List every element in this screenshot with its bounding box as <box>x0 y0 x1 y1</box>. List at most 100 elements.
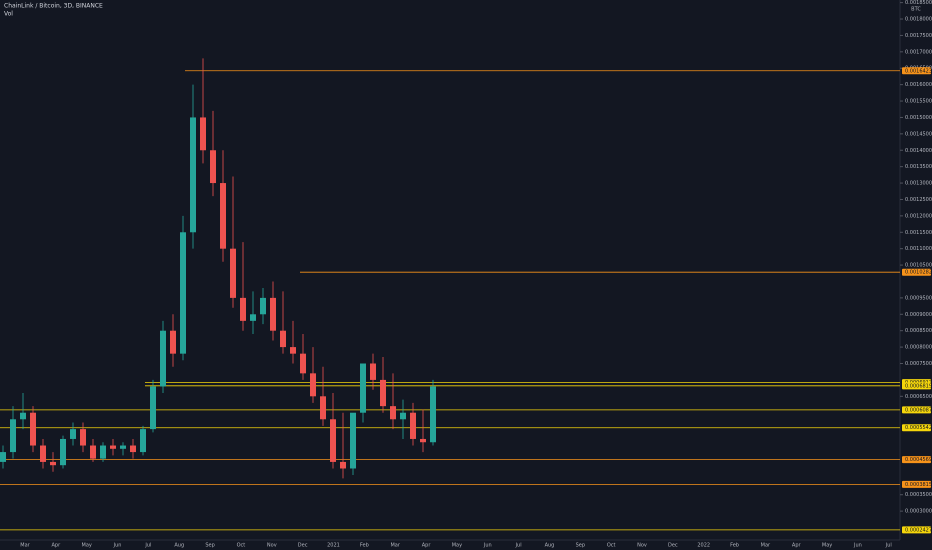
candle-body <box>150 386 156 430</box>
candle-body <box>370 363 376 380</box>
price-level-tag <box>902 480 931 488</box>
candle-body <box>350 412 356 469</box>
x-tick-label: Jun <box>483 543 492 549</box>
x-tick-label: May <box>82 543 92 549</box>
axis-unit: BTC <box>911 7 921 13</box>
candle-body <box>30 412 36 446</box>
candle-body <box>170 330 176 354</box>
price-level-label: 0.00102827 <box>905 270 932 276</box>
candle-body <box>390 406 396 420</box>
candle-body <box>400 412 406 420</box>
x-tick-label: Nov <box>637 543 647 549</box>
candle-body <box>420 438 426 443</box>
candle-body <box>40 445 46 462</box>
x-tick-label: Sep <box>576 543 585 549</box>
candle-body <box>190 117 196 233</box>
candle-body <box>140 429 146 453</box>
candle-body <box>430 386 436 443</box>
candle-body <box>160 330 166 387</box>
candle-body <box>210 150 216 184</box>
candle-body <box>20 412 26 420</box>
candle-body <box>330 419 336 462</box>
candle-body <box>110 445 116 449</box>
price-level-tag <box>902 424 931 432</box>
x-tick-label: Feb <box>730 543 739 549</box>
chart-title: ChainLink / Bitcoin, 3D, BINANCE <box>4 3 103 10</box>
price-level-tag <box>902 456 931 464</box>
candle-body <box>360 363 366 413</box>
x-tick-label: Apr <box>52 543 62 549</box>
price-level-tag <box>902 268 931 276</box>
candle-body <box>380 379 386 407</box>
x-tick-label: Apr <box>422 543 432 549</box>
candle-body <box>60 438 66 466</box>
candle-body <box>130 445 136 453</box>
candle-body <box>230 248 236 298</box>
candle-body <box>180 232 186 354</box>
candle-body <box>270 297 276 331</box>
candle-body <box>80 429 86 446</box>
candle-body <box>100 445 106 459</box>
price-level-tag <box>902 382 931 390</box>
candle-body <box>280 330 286 348</box>
candle-body <box>410 412 416 439</box>
x-tick-label: Mar <box>20 543 30 549</box>
candle-body <box>340 461 346 469</box>
price-level-label: 0.00164234 <box>905 68 932 74</box>
candle-body <box>120 445 126 449</box>
x-tick-label: Mar <box>390 543 400 549</box>
candle-body <box>90 445 96 459</box>
candle-body <box>260 297 266 315</box>
x-tick-label: Jul <box>144 543 151 549</box>
price-level-label: 0.00060873 <box>905 407 932 413</box>
x-tick-label: Nov <box>267 543 277 549</box>
volume-label: Vol <box>4 11 13 18</box>
x-tick-label: May <box>452 543 462 549</box>
x-tick-label: May <box>822 543 832 549</box>
x-tick-label: Jul <box>885 543 892 549</box>
candle-body <box>240 297 246 321</box>
x-tick-label: Dec <box>668 543 678 549</box>
price-level-tag <box>902 526 931 534</box>
price-level-label: 0.00055422 <box>905 425 932 431</box>
x-tick-label: Dec <box>298 543 308 549</box>
candle-body <box>70 429 76 439</box>
price-level-tag <box>902 406 931 414</box>
candle-body <box>0 452 6 462</box>
x-tick-label: Oct <box>607 543 616 549</box>
x-tick-label: Apr <box>792 543 802 549</box>
candle-body <box>50 461 56 466</box>
price-level-tag <box>902 67 931 75</box>
candle-body <box>300 353 306 374</box>
y-tick-label: 0.00030000 <box>905 509 932 515</box>
x-tick-label: Mar <box>761 543 771 549</box>
x-tick-label: Feb <box>360 543 369 549</box>
candle-body <box>220 183 226 249</box>
candle-body <box>250 314 256 321</box>
price-level-label: 0.00068192 <box>905 383 932 389</box>
x-tick-label: Aug <box>545 543 555 549</box>
x-tick-label: Aug <box>174 543 184 549</box>
x-tick-label: Jun <box>113 543 122 549</box>
x-tick-label: Jul <box>515 543 522 549</box>
x-tick-label: 2021 <box>327 543 340 549</box>
